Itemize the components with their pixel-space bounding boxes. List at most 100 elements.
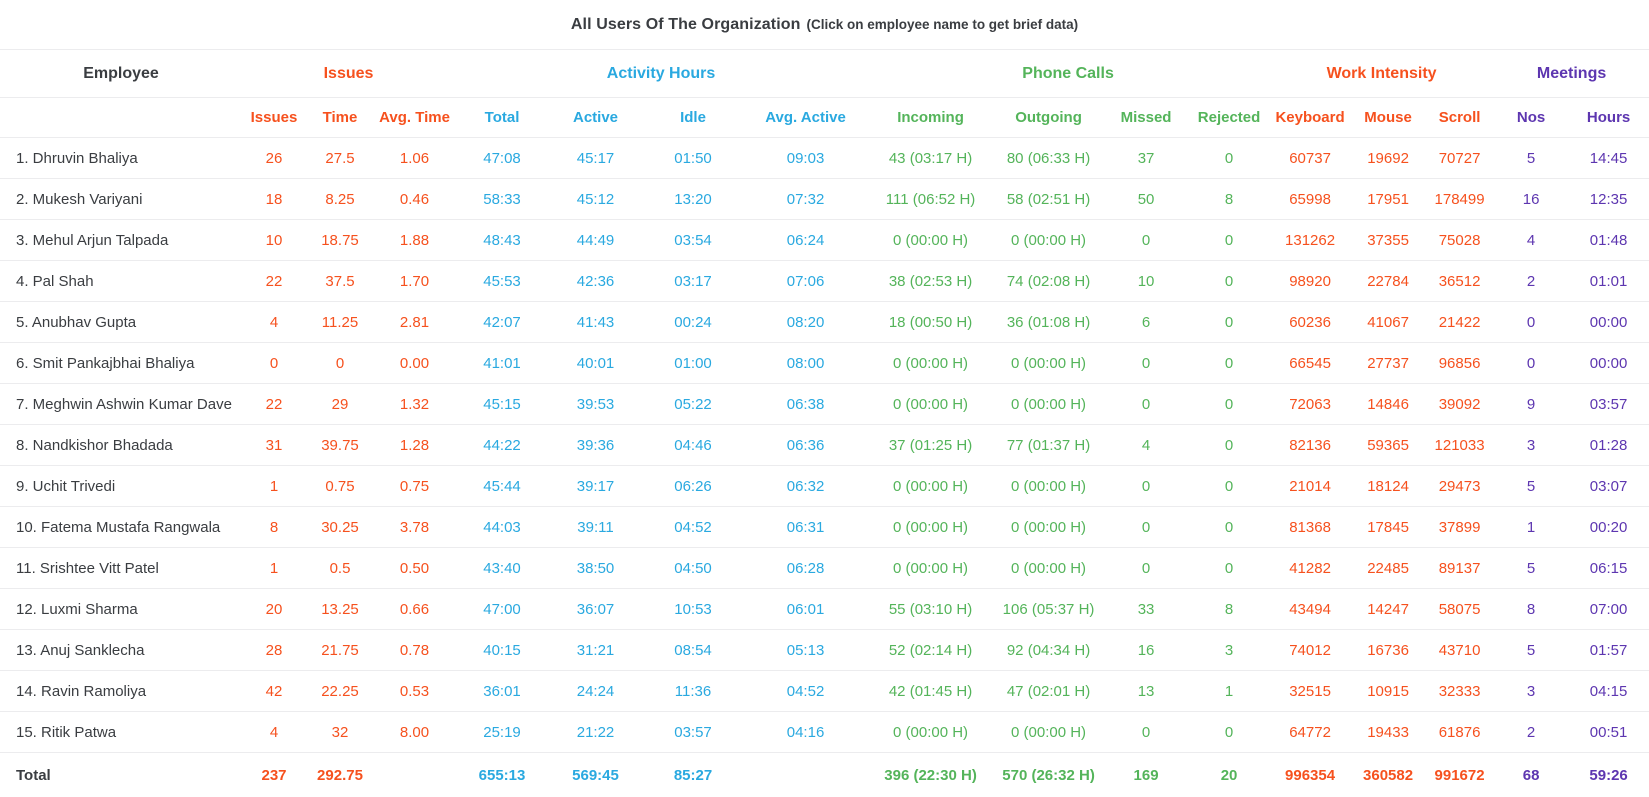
cell-rejected: 0 [1189, 261, 1269, 302]
cell-hours: 04:15 [1568, 671, 1649, 712]
cell-active: 44:49 [549, 220, 642, 261]
cell-avg-time: 1.06 [374, 138, 455, 179]
cell-idle: 11:36 [642, 671, 744, 712]
cell-rejected: 0 [1189, 507, 1269, 548]
cell-total: 25:19 [455, 712, 549, 753]
employee-name-link[interactable]: 3. Mehul Arjun Talpada [0, 220, 242, 261]
cell-keyboard: 81368 [1269, 507, 1351, 548]
cell-scroll: 39092 [1425, 384, 1494, 425]
cell-mouse: 37355 [1351, 220, 1425, 261]
report-title-bar: All Users Of The Organization (Click on … [0, 0, 1649, 50]
cell-scroll: 32333 [1425, 671, 1494, 712]
group-header-meetings: Meetings [1494, 50, 1649, 98]
cell-avg-active: 07:06 [744, 261, 867, 302]
cell-keyboard: 66545 [1269, 343, 1351, 384]
column-header-scroll: Scroll [1425, 98, 1494, 138]
cell-hours: 00:20 [1568, 507, 1649, 548]
cell-mouse: 14846 [1351, 384, 1425, 425]
cell-issues: 0 [242, 343, 306, 384]
cell-mouse: 360582 [1351, 753, 1425, 797]
cell-rejected: 8 [1189, 589, 1269, 630]
employee-name-link[interactable]: 15. Ritik Patwa [0, 712, 242, 753]
cell-hours: 01:01 [1568, 261, 1649, 302]
employee-name-link[interactable]: 11. Srishtee Vitt Patel [0, 548, 242, 589]
cell-keyboard: 131262 [1269, 220, 1351, 261]
cell-avg-active: 06:24 [744, 220, 867, 261]
cell-missed: 0 [1103, 548, 1189, 589]
cell-outgoing: 570 (26:32 H) [994, 753, 1103, 797]
group-header-work-intensity: Work Intensity [1269, 50, 1494, 98]
cell-missed: 0 [1103, 507, 1189, 548]
cell-active: 21:22 [549, 712, 642, 753]
cell-keyboard: 65998 [1269, 179, 1351, 220]
cell-outgoing: 0 (00:00 H) [994, 712, 1103, 753]
cell-mouse: 16736 [1351, 630, 1425, 671]
employee-name-link[interactable]: 4. Pal Shah [0, 261, 242, 302]
employee-name-link[interactable]: 13. Anuj Sanklecha [0, 630, 242, 671]
cell-mouse: 59365 [1351, 425, 1425, 466]
cell-incoming: 18 (00:50 H) [867, 302, 994, 343]
employee-name-link[interactable]: 10. Fatema Mustafa Rangwala [0, 507, 242, 548]
cell-incoming: 0 (00:00 H) [867, 507, 994, 548]
cell-scroll: 70727 [1425, 138, 1494, 179]
column-header-total: Total [455, 98, 549, 138]
cell-total: 44:03 [455, 507, 549, 548]
employee-name-link[interactable]: 2. Mukesh Variyani [0, 179, 242, 220]
group-header-issues: Issues [242, 50, 455, 98]
cell-hours: 03:07 [1568, 466, 1649, 507]
cell-scroll: 29473 [1425, 466, 1494, 507]
cell-time: 32 [306, 712, 374, 753]
cell-nos: 3 [1494, 425, 1568, 466]
cell-mouse: 14247 [1351, 589, 1425, 630]
employee-name-link[interactable]: 8. Nandkishor Bhadada [0, 425, 242, 466]
cell-avg-active: 09:03 [744, 138, 867, 179]
cell-time: 18.75 [306, 220, 374, 261]
employee-name-link[interactable]: 7. Meghwin Ashwin Kumar Dave [0, 384, 242, 425]
cell-hours: 06:15 [1568, 548, 1649, 589]
cell-time: 13.25 [306, 589, 374, 630]
cell-avg-time [374, 753, 455, 797]
cell-incoming: 0 (00:00 H) [867, 343, 994, 384]
cell-avg-active: 08:00 [744, 343, 867, 384]
cell-avg-active: 04:16 [744, 712, 867, 753]
cell-issues: 22 [242, 384, 306, 425]
cell-nos: 5 [1494, 466, 1568, 507]
cell-total: 42:07 [455, 302, 549, 343]
cell-idle: 03:54 [642, 220, 744, 261]
cell-mouse: 19692 [1351, 138, 1425, 179]
cell-active: 39:36 [549, 425, 642, 466]
cell-total: 655:13 [455, 753, 549, 797]
cell-idle: 01:00 [642, 343, 744, 384]
cell-missed: 6 [1103, 302, 1189, 343]
cell-scroll: 36512 [1425, 261, 1494, 302]
employee-name-link[interactable]: 14. Ravin Ramoliya [0, 671, 242, 712]
employee-name-link[interactable]: 12. Luxmi Sharma [0, 589, 242, 630]
cell-outgoing: 0 (00:00 H) [994, 548, 1103, 589]
cell-scroll: 61876 [1425, 712, 1494, 753]
cell-avg-active: 05:13 [744, 630, 867, 671]
cell-time: 11.25 [306, 302, 374, 343]
cell-keyboard: 60737 [1269, 138, 1351, 179]
cell-issues: 28 [242, 630, 306, 671]
column-header-keyboard: Keyboard [1269, 98, 1351, 138]
employee-name-link[interactable]: 9. Uchit Trivedi [0, 466, 242, 507]
employee-name-link[interactable]: 1. Dhruvin Bhaliya [0, 138, 242, 179]
cell-outgoing: 0 (00:00 H) [994, 343, 1103, 384]
cell-missed: 16 [1103, 630, 1189, 671]
cell-active: 41:43 [549, 302, 642, 343]
employee-column-spacer [0, 98, 242, 138]
cell-idle: 04:46 [642, 425, 744, 466]
cell-avg-time: 1.28 [374, 425, 455, 466]
cell-idle: 03:57 [642, 712, 744, 753]
cell-avg-time: 0.53 [374, 671, 455, 712]
cell-avg-time: 0.66 [374, 589, 455, 630]
employee-name-link[interactable]: 5. Anubhav Gupta [0, 302, 242, 343]
cell-rejected: 8 [1189, 179, 1269, 220]
cell-keyboard: 41282 [1269, 548, 1351, 589]
cell-rejected: 0 [1189, 343, 1269, 384]
employee-name-link[interactable]: 6. Smit Pankajbhai Bhaliya [0, 343, 242, 384]
